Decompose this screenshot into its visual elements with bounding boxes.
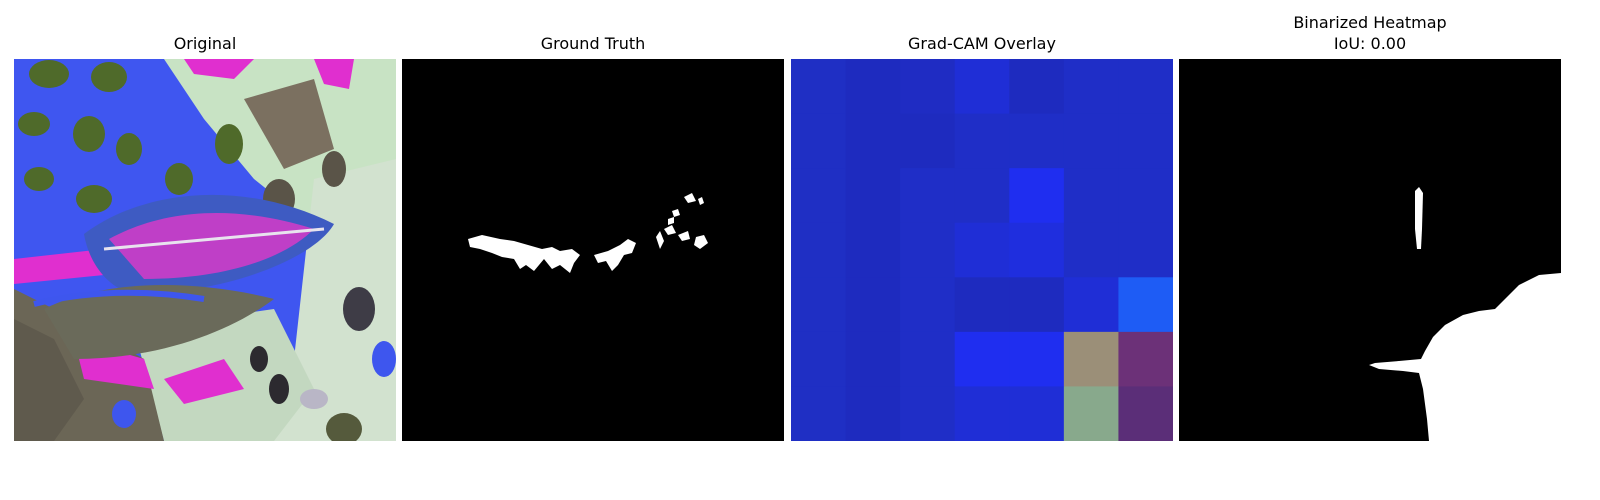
gradcam-cell [900,59,956,115]
gradcam-cell [791,277,847,333]
gradcam-cell [1063,168,1119,224]
binarized-heatmap-title: Binarized Heatmap [1293,13,1447,32]
gradcam-cell [1118,222,1173,278]
gradcam-cell [845,331,901,387]
gradcam-cell [900,386,956,441]
gradcam-cell [954,168,1010,224]
gradcam-cell [1118,168,1173,224]
gradcam-cell [1063,222,1119,278]
gradcam-overlay-title: Grad-CAM Overlay [908,34,1056,53]
original-title: Original [173,34,237,53]
gradcam-cell [845,59,901,115]
gradcam-cell [1009,222,1065,278]
gradcam-cell [954,113,1010,169]
gradcam-cell [1063,386,1119,441]
gradcam-cell [1009,59,1065,115]
gradcam-cell [900,168,956,224]
gradcam-cell [1118,113,1173,169]
ground-truth-mask [402,59,784,441]
gradcam-cell [1009,168,1065,224]
gradcam-cell [954,59,1010,115]
gradcam-cell [954,386,1010,441]
gradcam-cell [954,331,1010,387]
gradcam-cell [791,113,847,169]
gradcam-cell [954,277,1010,333]
gradcam-cell [900,113,956,169]
gradcam-cell [1118,331,1173,387]
gradcam-cell [1009,386,1065,441]
gradcam-cell [1009,113,1065,169]
ground-truth-title: Ground Truth [540,34,646,53]
iou-subtitle: IoU: 0.00 [1333,34,1407,53]
gradcam-cell [845,222,901,278]
binarized-heatmap [1179,59,1561,441]
gradcam-cell [1009,277,1065,333]
gradcam-cell [954,222,1010,278]
gradcam-cell [845,277,901,333]
gradcam-cell [1063,113,1119,169]
gradcam-cell [1063,59,1119,115]
gradcam-cell [845,168,901,224]
gradcam-cell [1063,277,1119,333]
gradcam-cell [791,59,847,115]
gradcam-cell [791,386,847,441]
gradcam-cell [1063,331,1119,387]
gradcam-cell [845,386,901,441]
gradcam-cell [1118,277,1173,333]
gradcam-cell [791,331,847,387]
gradcam-overlay [791,59,1173,441]
gradcam-cell [1118,386,1173,441]
gradcam-cell [900,277,956,333]
gradcam-cell [791,222,847,278]
gradcam-cell [1118,59,1173,115]
original-image [14,59,396,441]
gradcam-cell [1009,331,1065,387]
gradcam-cell [791,168,847,224]
gradcam-cell [845,113,901,169]
gradcam-cell [900,331,956,387]
gradcam-cell [900,222,956,278]
